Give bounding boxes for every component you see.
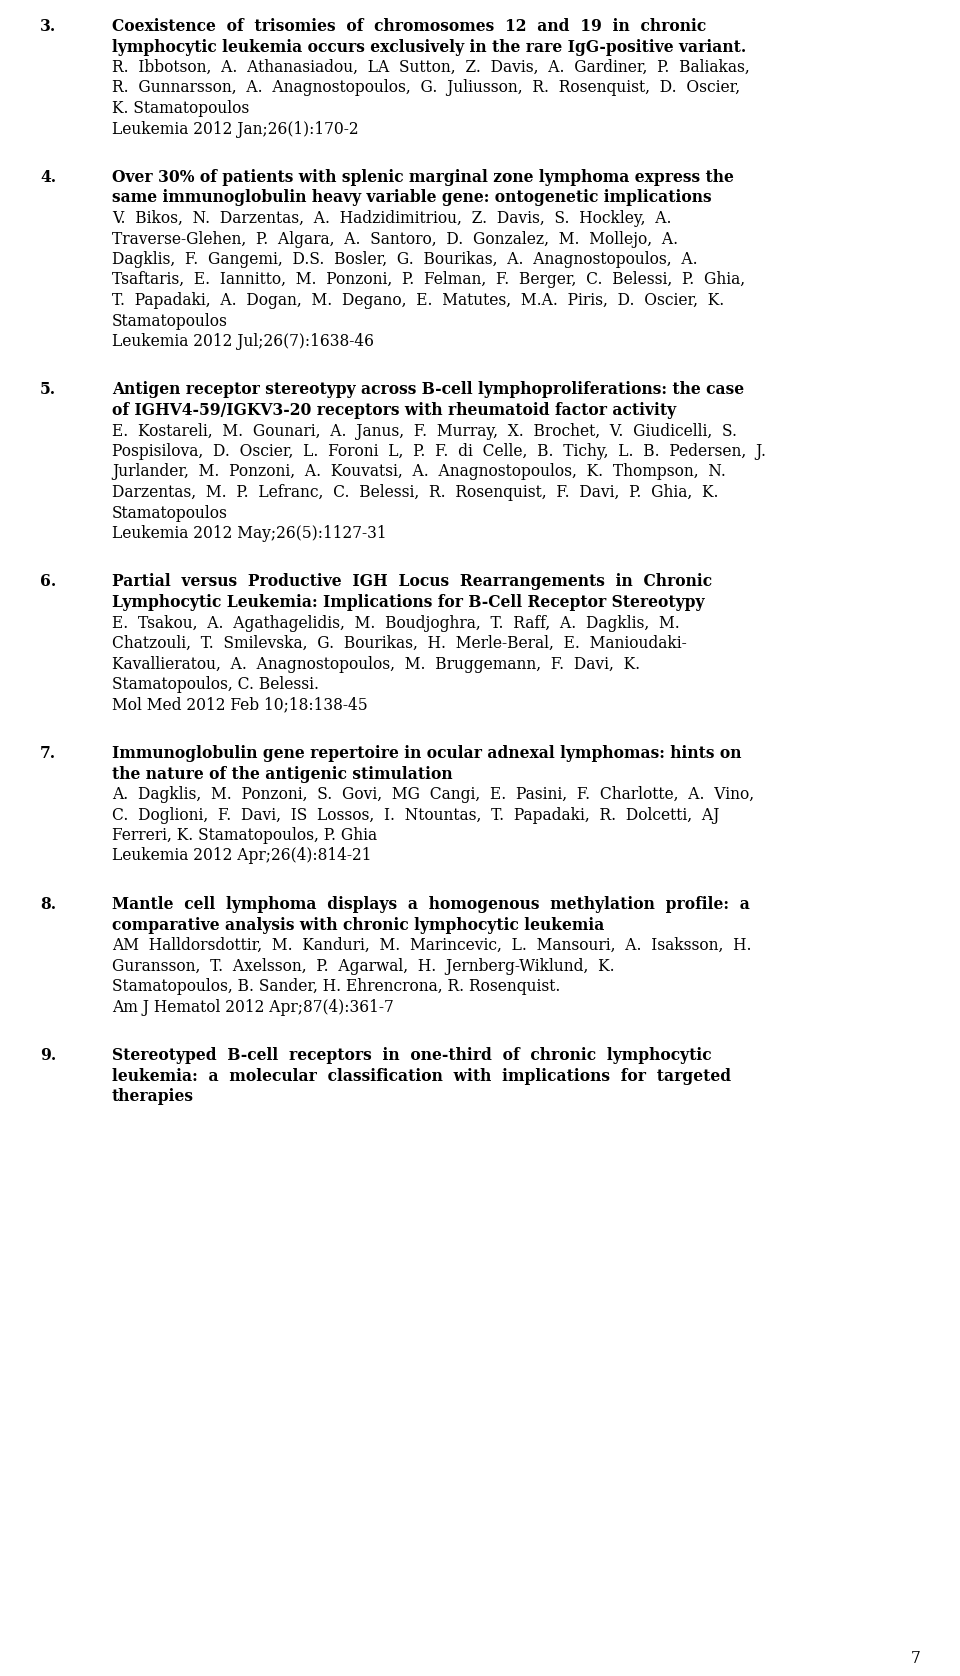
Text: Lymphocytic Leukemia: Implications for B-Cell Receptor Stereotypy: Lymphocytic Leukemia: Implications for B… [112, 593, 705, 612]
Text: 8.: 8. [40, 897, 56, 913]
Text: the nature of the antigenic stimulation: the nature of the antigenic stimulation [112, 766, 452, 783]
Text: Pospisilova,  D.  Oscier,  L.  Foroni  L,  P.  F.  di  Celle,  B.  Tichy,  L.  B: Pospisilova, D. Oscier, L. Foroni L, P. … [112, 442, 766, 459]
Text: 3.: 3. [40, 18, 57, 35]
Text: Leukemia 2012 Jan;26(1):170-2: Leukemia 2012 Jan;26(1):170-2 [112, 121, 359, 137]
Text: Am J Hematol 2012 Apr;87(4):361-7: Am J Hematol 2012 Apr;87(4):361-7 [112, 999, 394, 1016]
Text: 7.: 7. [40, 746, 56, 763]
Text: T.  Papadaki,  A.  Dogan,  M.  Degano,  E.  Matutes,  M.A.  Piris,  D.  Oscier, : T. Papadaki, A. Dogan, M. Degano, E. Mat… [112, 292, 724, 308]
Text: Mantle  cell  lymphoma  displays  a  homogenous  methylation  profile:  a: Mantle cell lymphoma displays a homogeno… [112, 897, 750, 913]
Text: comparative analysis with chronic lymphocytic leukemia: comparative analysis with chronic lympho… [112, 917, 605, 934]
Text: Chatzouli,  T.  Smilevska,  G.  Bourikas,  H.  Merle-Beral,  E.  Manioudaki-: Chatzouli, T. Smilevska, G. Bourikas, H.… [112, 635, 686, 652]
Text: Kavallieratou,  A.  Anagnostopoulos,  M.  Bruggemann,  F.  Davi,  K.: Kavallieratou, A. Anagnostopoulos, M. Br… [112, 655, 640, 672]
Text: Leukemia 2012 Jul;26(7):1638-46: Leukemia 2012 Jul;26(7):1638-46 [112, 334, 374, 350]
Text: same immunoglobulin heavy variable gene: ontogenetic implications: same immunoglobulin heavy variable gene:… [112, 189, 711, 206]
Text: Stamatopoulos, B. Sander, H. Ehrencrona, R. Rosenquist.: Stamatopoulos, B. Sander, H. Ehrencrona,… [112, 979, 561, 996]
Text: Partial  versus  Productive  IGH  Locus  Rearrangements  in  Chronic: Partial versus Productive IGH Locus Rear… [112, 573, 712, 590]
Text: Coexistence  of  trisomies  of  chromosomes  12  and  19  in  chronic: Coexistence of trisomies of chromosomes … [112, 18, 707, 35]
Text: Guransson,  T.  Axelsson,  P.  Agarwal,  H.  Jernberg-Wiklund,  K.: Guransson, T. Axelsson, P. Agarwal, H. J… [112, 957, 614, 974]
Text: R.  Ibbotson,  A.  Athanasiadou,  LA  Sutton,  Z.  Davis,  A.  Gardiner,  P.  Ba: R. Ibbotson, A. Athanasiadou, LA Sutton,… [112, 59, 750, 75]
Text: lymphocytic leukemia occurs exclusively in the rare IgG-positive variant.: lymphocytic leukemia occurs exclusively … [112, 39, 746, 55]
Text: Mol Med 2012 Feb 10;18:138-45: Mol Med 2012 Feb 10;18:138-45 [112, 697, 368, 714]
Text: A.  Dagklis,  M.  Ponzoni,  S.  Govi,  MG  Cangi,  E.  Pasini,  F.  Charlotte,  : A. Dagklis, M. Ponzoni, S. Govi, MG Cang… [112, 786, 755, 803]
Text: Stamatopoulos: Stamatopoulos [112, 504, 228, 521]
Text: leukemia:  a  molecular  classification  with  implications  for  targeted: leukemia: a molecular classification wit… [112, 1068, 732, 1084]
Text: V.  Bikos,  N.  Darzentas,  A.  Hadzidimitriou,  Z.  Davis,  S.  Hockley,  A.: V. Bikos, N. Darzentas, A. Hadzidimitrio… [112, 210, 671, 226]
Text: R.  Gunnarsson,  A.  Anagnostopoulos,  G.  Juliusson,  R.  Rosenquist,  D.  Osci: R. Gunnarsson, A. Anagnostopoulos, G. Ju… [112, 79, 740, 97]
Text: Stereotyped  B-cell  receptors  in  one-third  of  chronic  lymphocytic: Stereotyped B-cell receptors in one-thir… [112, 1048, 711, 1064]
Text: 6.: 6. [40, 573, 57, 590]
Text: Jurlander,  M.  Ponzoni,  A.  Kouvatsi,  A.  Anagnostopoulos,  K.  Thompson,  N.: Jurlander, M. Ponzoni, A. Kouvatsi, A. A… [112, 464, 726, 481]
Text: Leukemia 2012 May;26(5):1127-31: Leukemia 2012 May;26(5):1127-31 [112, 525, 387, 541]
Text: of IGHV4-59/IGKV3-20 receptors with rheumatoid factor activity: of IGHV4-59/IGKV3-20 receptors with rheu… [112, 402, 676, 419]
Text: Antigen receptor stereotypy across B-cell lymphoproliferations: the case: Antigen receptor stereotypy across B-cel… [112, 382, 744, 399]
Text: 7: 7 [910, 1649, 920, 1668]
Text: 4.: 4. [40, 169, 56, 186]
Text: Darzentas,  M.  P.  Lefranc,  C.  Belessi,  R.  Rosenquist,  F.  Davi,  P.  Ghia: Darzentas, M. P. Lefranc, C. Belessi, R.… [112, 484, 718, 501]
Text: Traverse-Glehen,  P.  Algara,  A.  Santoro,  D.  Gonzalez,  M.  Mollejo,  A.: Traverse-Glehen, P. Algara, A. Santoro, … [112, 231, 678, 248]
Text: Leukemia 2012 Apr;26(4):814-21: Leukemia 2012 Apr;26(4):814-21 [112, 848, 372, 865]
Text: Ferreri, K. Stamatopoulos, P. Ghia: Ferreri, K. Stamatopoulos, P. Ghia [112, 826, 377, 845]
Text: Tsaftaris,  E.  Iannitto,  M.  Ponzoni,  P.  Felman,  F.  Berger,  C.  Belessi, : Tsaftaris, E. Iannitto, M. Ponzoni, P. F… [112, 272, 745, 288]
Text: Dagklis,  F.  Gangemi,  D.S.  Bosler,  G.  Bourikas,  A.  Anagnostopoulos,  A.: Dagklis, F. Gangemi, D.S. Bosler, G. Bou… [112, 251, 698, 268]
Text: AM  Halldorsdottir,  M.  Kanduri,  M.  Marincevic,  L.  Mansouri,  A.  Isaksson,: AM Halldorsdottir, M. Kanduri, M. Marinc… [112, 937, 752, 954]
Text: K. Stamatopoulos: K. Stamatopoulos [112, 101, 250, 117]
Text: C.  Doglioni,  F.  Davi,  IS  Lossos,  I.  Ntountas,  T.  Papadaki,  R.  Dolcett: C. Doglioni, F. Davi, IS Lossos, I. Ntou… [112, 806, 719, 823]
Text: Over 30% of patients with splenic marginal zone lymphoma express the: Over 30% of patients with splenic margin… [112, 169, 733, 186]
Text: therapies: therapies [112, 1088, 194, 1104]
Text: 9.: 9. [40, 1048, 57, 1064]
Text: E.  Tsakou,  A.  Agathagelidis,  M.  Boudjoghra,  T.  Raff,  A.  Dagklis,  M.: E. Tsakou, A. Agathagelidis, M. Boudjogh… [112, 615, 680, 632]
Text: Stamatopoulos, C. Belessi.: Stamatopoulos, C. Belessi. [112, 675, 319, 692]
Text: E.  Kostareli,  M.  Gounari,  A.  Janus,  F.  Murray,  X.  Brochet,  V.  Giudice: E. Kostareli, M. Gounari, A. Janus, F. M… [112, 422, 737, 439]
Text: 5.: 5. [40, 382, 56, 399]
Text: Stamatopoulos: Stamatopoulos [112, 312, 228, 330]
Text: Immunoglobulin gene repertoire in ocular adnexal lymphomas: hints on: Immunoglobulin gene repertoire in ocular… [112, 746, 741, 763]
